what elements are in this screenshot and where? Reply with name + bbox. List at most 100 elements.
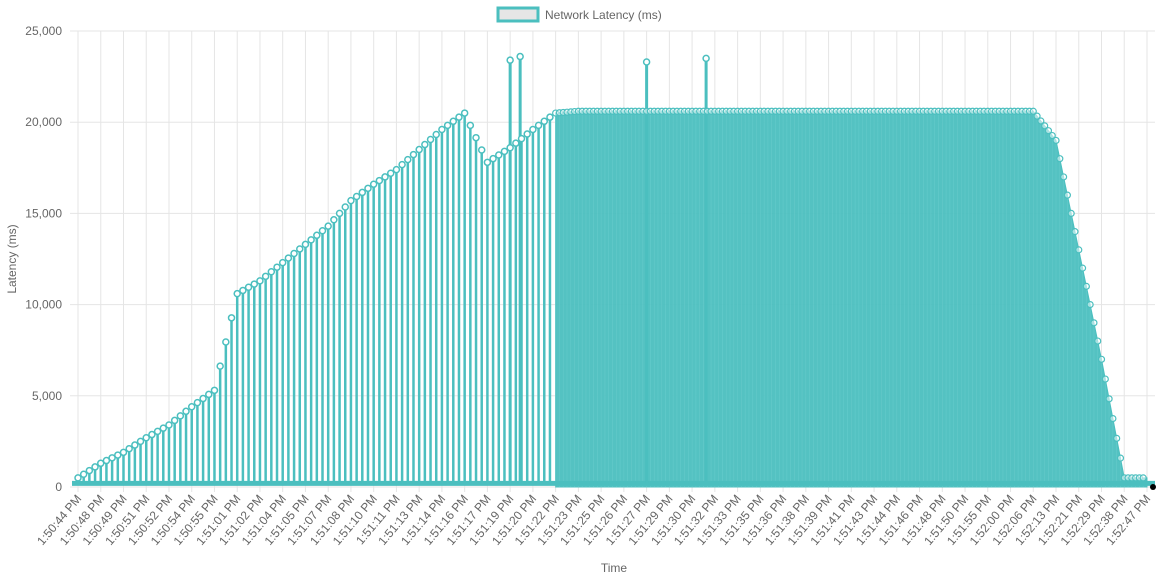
data-point[interactable]	[227, 314, 236, 322]
data-point[interactable]	[523, 130, 531, 138]
data-point[interactable]	[131, 441, 139, 449]
data-point[interactable]	[1037, 117, 1045, 125]
data-point-last[interactable]	[1150, 484, 1156, 490]
data-point[interactable]	[1041, 122, 1049, 130]
data-point[interactable]	[392, 165, 401, 174]
data-point[interactable]	[358, 188, 367, 197]
data-point[interactable]	[205, 390, 213, 399]
data-point[interactable]	[443, 121, 452, 130]
data-point[interactable]	[540, 117, 549, 126]
data-point[interactable]	[1063, 191, 1071, 199]
data-point[interactable]	[1105, 395, 1113, 403]
data-point[interactable]	[187, 402, 196, 411]
data-point[interactable]	[313, 231, 321, 240]
data-point[interactable]	[1139, 474, 1147, 482]
data-point[interactable]	[108, 454, 116, 462]
data-point[interactable]	[529, 125, 537, 134]
data-point[interactable]	[1094, 337, 1102, 345]
data-point[interactable]	[512, 139, 520, 147]
data-point[interactable]	[216, 362, 224, 370]
data-point[interactable]	[1056, 155, 1064, 163]
data-point[interactable]	[267, 268, 276, 276]
data-point[interactable]	[85, 466, 94, 475]
data-point[interactable]	[193, 398, 202, 407]
data-point[interactable]	[347, 196, 355, 205]
data-point[interactable]	[296, 245, 304, 253]
data-point[interactable]	[1082, 282, 1090, 290]
data-point[interactable]	[460, 109, 469, 117]
legend[interactable]: Network Latency (ms)	[496, 6, 662, 23]
data-point[interactable]	[1086, 301, 1094, 309]
data-point[interactable]	[91, 463, 99, 471]
data-point-peak[interactable]	[506, 56, 514, 64]
data-point[interactable]	[1052, 136, 1060, 145]
data-point[interactable]	[165, 421, 173, 429]
data-point[interactable]	[222, 338, 230, 346]
data-point[interactable]	[432, 130, 440, 139]
data-point[interactable]	[142, 434, 150, 442]
data-point[interactable]	[506, 143, 514, 152]
data-point[interactable]	[239, 286, 247, 295]
data-point[interactable]	[125, 444, 133, 453]
data-point[interactable]	[1101, 375, 1109, 383]
data-point[interactable]	[307, 236, 315, 244]
data-point-peak[interactable]	[642, 58, 651, 66]
data-point[interactable]	[375, 176, 384, 185]
data-point[interactable]	[256, 277, 264, 285]
data-point[interactable]	[1097, 355, 1106, 363]
data-point[interactable]	[341, 203, 349, 211]
data-point[interactable]	[284, 254, 293, 262]
data-point[interactable]	[324, 222, 332, 230]
data-point[interactable]	[1060, 173, 1068, 181]
data-point[interactable]	[546, 113, 554, 121]
data-point[interactable]	[102, 456, 111, 465]
data-point[interactable]	[409, 150, 418, 159]
data-point[interactable]	[210, 386, 219, 395]
data-point[interactable]	[176, 412, 185, 420]
data-point[interactable]	[517, 134, 526, 143]
data-point[interactable]	[96, 459, 105, 468]
data-point[interactable]	[466, 121, 475, 130]
legend-swatch[interactable]	[496, 6, 540, 23]
data-point[interactable]	[534, 121, 543, 130]
data-point[interactable]	[1116, 454, 1125, 462]
data-point[interactable]	[182, 407, 190, 416]
data-point[interactable]	[1033, 112, 1041, 120]
data-point[interactable]	[398, 160, 406, 169]
data-point[interactable]	[1078, 264, 1087, 272]
data-point[interactable]	[74, 474, 82, 482]
legend-label[interactable]: Network Latency (ms)	[545, 8, 662, 22]
data-point[interactable]	[114, 451, 122, 459]
data-point[interactable]	[1113, 434, 1121, 442]
data-point[interactable]	[1071, 228, 1079, 236]
data-point[interactable]	[170, 416, 179, 425]
data-point[interactable]	[1109, 415, 1117, 423]
data-point[interactable]	[278, 258, 287, 267]
data-point[interactable]	[301, 240, 310, 249]
data-point[interactable]	[335, 209, 344, 218]
data-point[interactable]	[364, 184, 372, 193]
data-point[interactable]	[495, 151, 503, 159]
data-point[interactable]	[415, 145, 423, 154]
data-point[interactable]	[79, 470, 88, 478]
data-point[interactable]	[119, 448, 128, 457]
data-point[interactable]	[199, 394, 207, 403]
data-point[interactable]	[404, 155, 412, 164]
data-point[interactable]	[472, 133, 480, 142]
data-point[interactable]	[290, 249, 298, 258]
data-point[interactable]	[1075, 246, 1083, 254]
data-point[interactable]	[153, 427, 162, 436]
data-point[interactable]	[159, 424, 168, 432]
data-point-peak[interactable]	[516, 52, 524, 61]
data-point-peak[interactable]	[702, 54, 710, 63]
data-point[interactable]	[381, 173, 389, 181]
data-point[interactable]	[148, 430, 156, 439]
data-point[interactable]	[455, 113, 463, 121]
data-point[interactable]	[386, 169, 395, 178]
data-point[interactable]	[483, 158, 492, 167]
data-point[interactable]	[421, 140, 429, 149]
data-point[interactable]	[426, 135, 435, 144]
data-point[interactable]	[1044, 127, 1053, 135]
data-point[interactable]	[318, 226, 327, 235]
data-point[interactable]	[1090, 319, 1098, 327]
